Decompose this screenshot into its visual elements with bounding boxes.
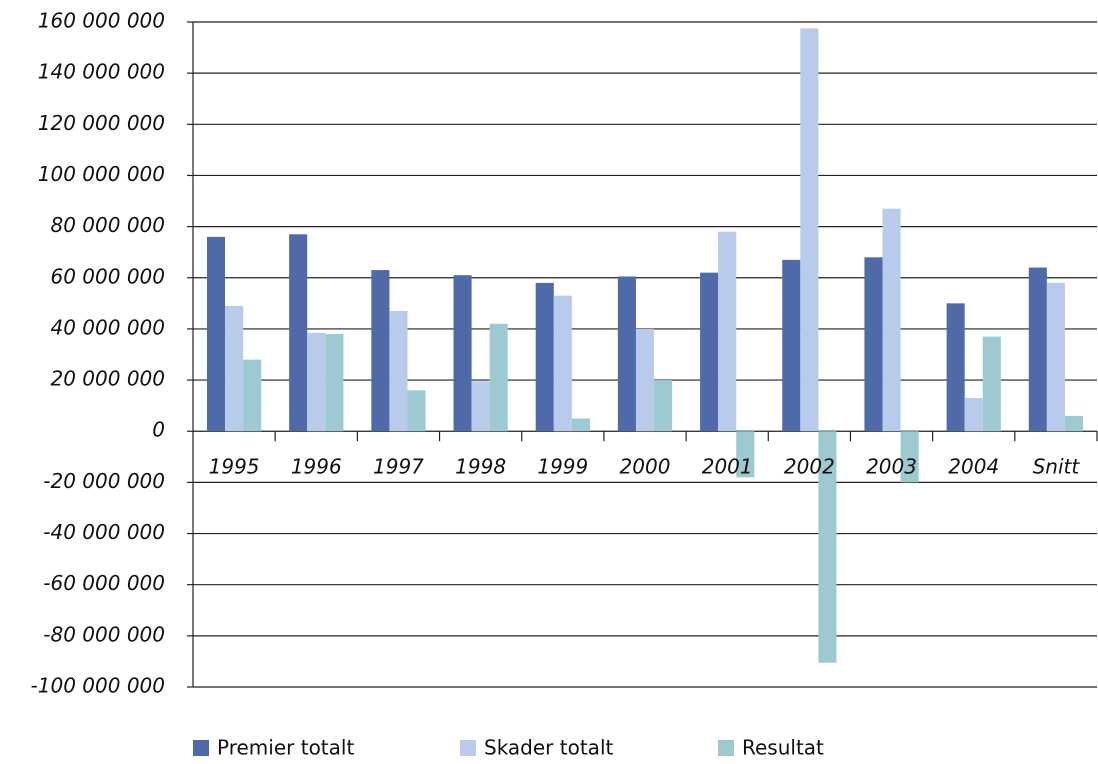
legend-label: Resultat [742, 736, 824, 760]
y-tick-label: -100 000 000 [31, 674, 165, 698]
y-tick-label: 80 000 000 [50, 213, 165, 237]
y-tick-label: -20 000 000 [43, 469, 165, 493]
y-tick-label: 120 000 000 [38, 111, 165, 135]
bar [864, 257, 883, 432]
bar [407, 390, 426, 432]
legend-label: Premier totalt [217, 736, 354, 760]
bar [800, 28, 819, 432]
y-tick-label: 140 000 000 [38, 60, 165, 84]
x-tick-label: 1996 [291, 455, 342, 479]
bar [882, 208, 901, 432]
y-tick-label: 20 000 000 [50, 367, 165, 391]
x-tick-label: 1999 [537, 455, 588, 479]
y-tick-label: 0 [152, 418, 165, 442]
legend-swatch [460, 740, 476, 756]
y-tick-label: 40 000 000 [50, 315, 165, 339]
bar [206, 236, 226, 432]
x-tick-label: 2002 [784, 455, 835, 479]
bar [1046, 282, 1065, 432]
bar [553, 295, 572, 432]
bar [325, 334, 344, 432]
bar [1064, 415, 1084, 432]
bar [225, 305, 244, 432]
bar [700, 272, 719, 432]
x-tick-label: 2001 [702, 455, 753, 479]
x-tick-label: 2004 [948, 455, 999, 479]
legend-label: Skader totalt [484, 736, 613, 760]
bar [635, 328, 655, 432]
y-tick-label: 60 000 000 [50, 264, 165, 288]
bar [389, 311, 408, 432]
bar [1028, 267, 1047, 432]
bar [307, 332, 326, 432]
bar [718, 231, 737, 432]
bar [571, 418, 590, 432]
bar [617, 276, 636, 432]
x-tick-label: 1998 [455, 455, 506, 479]
y-tick-label: -80 000 000 [43, 622, 165, 646]
bar [982, 336, 1001, 432]
bar [471, 381, 490, 432]
bar [946, 303, 965, 432]
bar [900, 431, 919, 483]
x-tick-label: 1995 [209, 455, 260, 479]
x-tick-label: 2000 [620, 455, 671, 479]
x-tick-label: 2003 [866, 455, 917, 479]
bar [371, 270, 390, 432]
y-tick-label: -60 000 000 [43, 571, 165, 595]
bar [243, 359, 262, 432]
legend-swatch [193, 740, 209, 756]
y-tick-label: -40 000 000 [43, 520, 165, 544]
bar [535, 282, 554, 432]
bar [453, 275, 472, 432]
x-tick-label: Snitt [1033, 455, 1081, 479]
bar [818, 431, 837, 663]
bar [964, 397, 983, 432]
legend-swatch [718, 740, 734, 756]
y-tick-label: 100 000 000 [38, 162, 165, 186]
x-tick-label: 1997 [373, 455, 424, 479]
bar [489, 323, 508, 432]
bar [782, 259, 801, 432]
y-tick-label: 160 000 000 [38, 9, 165, 33]
bar [289, 234, 308, 432]
bar [654, 380, 673, 432]
bar [736, 431, 755, 478]
